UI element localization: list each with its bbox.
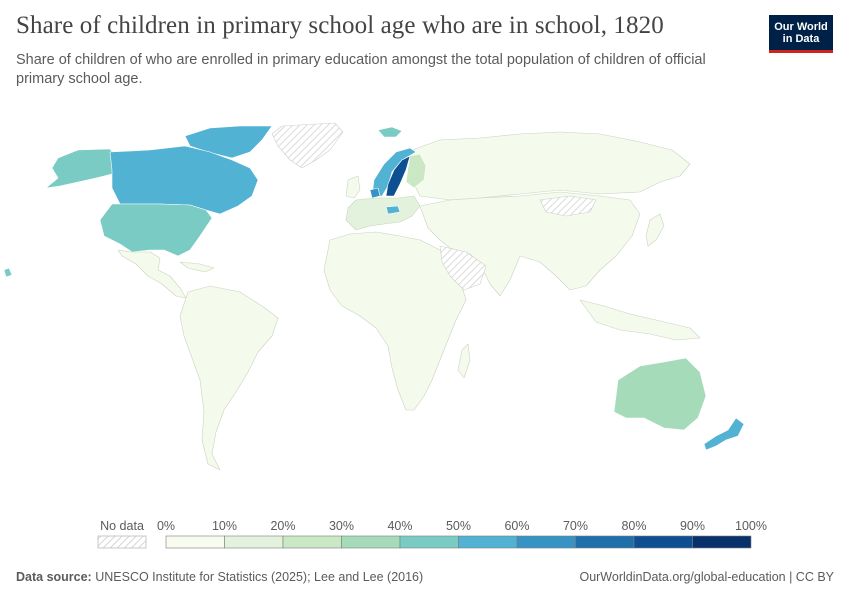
region-hawaii[interactable]	[3, 267, 13, 278]
region-japan[interactable]	[645, 213, 665, 247]
region-madagascar[interactable]	[457, 343, 471, 379]
region-greenland[interactable]	[271, 122, 344, 169]
color-legend: No data 0% 10% 20% 30% 40% 50% 60% 70% 80% 90% 100…	[97, 519, 767, 549]
legend-bin-3[interactable]	[341, 535, 401, 549]
region-iceland[interactable]	[377, 126, 403, 138]
legend-bin-9[interactable]	[692, 535, 752, 549]
region-mongolia[interactable]	[539, 195, 597, 217]
legend-no-data-swatch	[97, 535, 147, 549]
source-text: UNESCO Institute for Statistics (2025); …	[95, 570, 424, 584]
legend-bin-4[interactable]	[399, 535, 459, 549]
region-finland[interactable]	[405, 153, 427, 189]
chart-subtitle: Share of children of who are enrolled in…	[16, 52, 706, 87]
legend-tick-label: 20%	[270, 519, 295, 533]
legend-bin-8[interactable]	[633, 535, 693, 549]
region-uk[interactable]	[345, 175, 361, 199]
legend-tick-label: 70%	[563, 519, 588, 533]
legend-bin-0[interactable]	[165, 535, 225, 549]
region-russia[interactable]	[411, 131, 691, 201]
legend-bin-6[interactable]	[516, 535, 576, 549]
logo-line-2: in Data	[782, 33, 820, 45]
footer: Data source: UNESCO Institute for Statis…	[16, 570, 834, 584]
legend-tick-label: 60%	[504, 519, 529, 533]
legend-tick-label: 30%	[329, 519, 354, 533]
source-link[interactable]: OurWorldinData.org/global-education | CC…	[579, 570, 834, 584]
region-mexico[interactable]	[117, 249, 187, 299]
legend-bin-1[interactable]	[224, 535, 284, 549]
region-denmark[interactable]	[369, 187, 381, 199]
legend-tick-label: 40%	[387, 519, 412, 533]
legend-bin-5[interactable]	[458, 535, 518, 549]
owid-logo[interactable]: Our World in Data	[769, 15, 833, 53]
region-europe[interactable]	[345, 195, 421, 231]
region-austria[interactable]	[385, 205, 401, 215]
region-australia[interactable]	[613, 357, 707, 431]
legend-bin-7[interactable]	[575, 535, 635, 549]
legend-no-data-label: No data	[100, 519, 144, 533]
legend-tick-label: 10%	[212, 519, 237, 533]
region-united-states[interactable]	[99, 203, 213, 257]
region-canada[interactable]	[109, 145, 259, 215]
region-asia[interactable]	[419, 191, 641, 297]
legend-tick-label: 50%	[446, 519, 471, 533]
legend-tick-label: 0%	[157, 519, 175, 533]
region-norway[interactable]	[371, 147, 417, 197]
legend-tick-label: 90%	[680, 519, 705, 533]
legend-tick-label: 80%	[621, 519, 646, 533]
region-southeast-asia[interactable]	[579, 299, 701, 341]
source-label: Data source:	[16, 570, 92, 584]
legend-tick-label: 100%	[735, 519, 767, 533]
chart-title: Share of children in primary school age …	[16, 12, 664, 39]
region-canada-arctic[interactable]	[184, 125, 273, 159]
region-alaska[interactable]	[45, 148, 119, 189]
legend-bin-2[interactable]	[282, 535, 342, 549]
region-arabia[interactable]	[439, 245, 487, 291]
region-caribbean[interactable]	[179, 261, 215, 273]
region-new-zealand[interactable]	[703, 417, 745, 451]
logo-line-1: Our World	[774, 21, 828, 33]
region-south-america[interactable]	[179, 285, 279, 471]
region-africa[interactable]	[323, 231, 467, 411]
world-map[interactable]	[0, 110, 850, 510]
